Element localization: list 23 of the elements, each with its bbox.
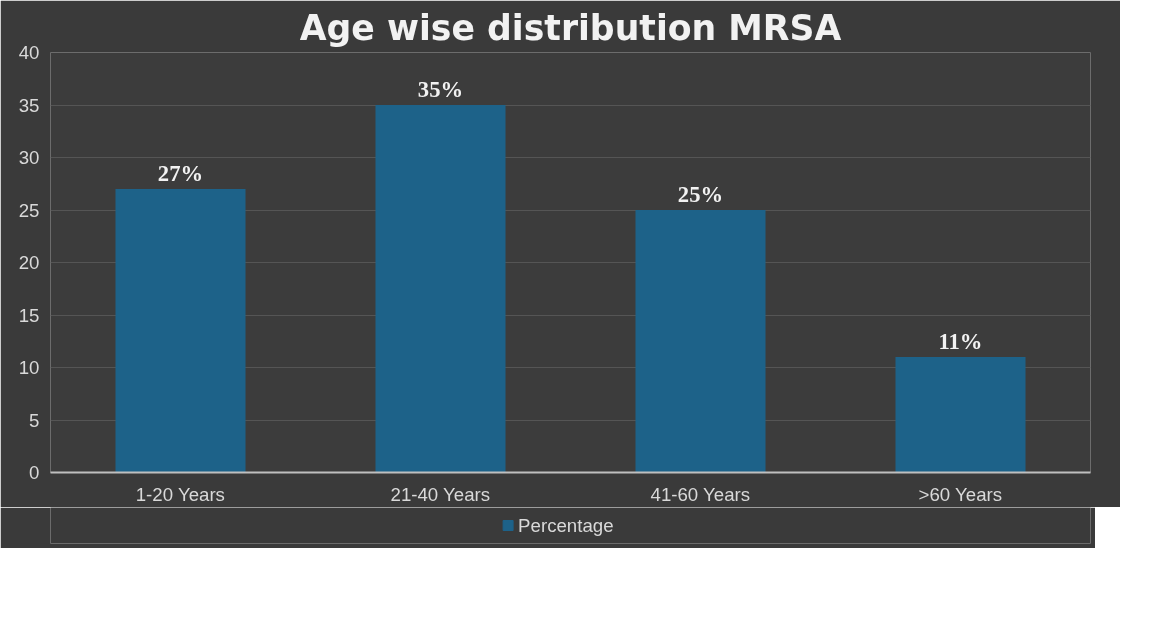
y-tick-label: 40 bbox=[18, 42, 40, 63]
y-tick-label: 15 bbox=[18, 304, 40, 326]
text: 25% bbox=[677, 182, 724, 207]
x-tick-label: 21-40 Years bbox=[390, 483, 491, 505]
y-tick-label: 25 bbox=[18, 199, 40, 221]
y-tick-label: 10 bbox=[18, 357, 40, 378]
chart-title: Age wise distribution MRSA bbox=[299, 7, 842, 48]
y-tick-label: 0 bbox=[29, 462, 40, 483]
bar bbox=[895, 357, 1026, 473]
bar bbox=[635, 210, 766, 473]
y-tick-label: 30 bbox=[18, 147, 40, 168]
y-tick-label: 20 bbox=[18, 252, 40, 273]
text: 35% bbox=[417, 77, 464, 102]
text: 27% bbox=[157, 161, 204, 186]
x-tick-label: >60 Years bbox=[918, 483, 1003, 505]
x-tick-label: 1-20 Years bbox=[135, 483, 225, 505]
text: 11% bbox=[938, 329, 983, 354]
bar bbox=[115, 189, 246, 473]
y-tick-label: 5 bbox=[29, 409, 40, 431]
x-tick-label: 41-60 Years bbox=[650, 483, 751, 505]
bar bbox=[375, 105, 506, 473]
y-tick-label: 35 bbox=[18, 94, 40, 116]
legend-label: Percentage bbox=[518, 515, 614, 536]
